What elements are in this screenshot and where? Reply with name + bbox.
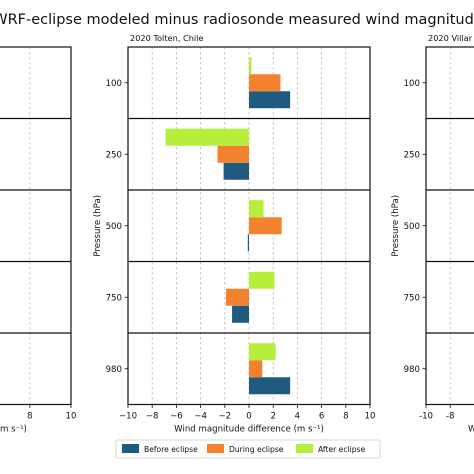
x-tick-label: 8 [27, 412, 32, 422]
x-tick-label: 8 [343, 412, 348, 422]
y-tick-label: 500 [106, 222, 122, 232]
y-tick-label: 980 [106, 365, 122, 375]
panel-title: 2020 Tolten, Chile [130, 33, 203, 43]
x-tick-label: 10 [66, 412, 77, 422]
x-tick-label: −2 [218, 412, 231, 422]
panel-center: 2020 Tolten, Chile −10 −8 −6 −4 −2 0 2 4 6 8 10 Wind… [93, 33, 375, 435]
bar-before-eclipse-500 [247, 234, 249, 252]
x-tick-label: −4 [194, 412, 207, 422]
bar-during-eclipse-980 [249, 360, 263, 378]
legend-label-after-eclipse: After eclipse [318, 445, 365, 454]
x-axis-label: Wind magnitude difference (m s⁻¹) [174, 425, 324, 435]
bar-during-eclipse-250 [217, 145, 249, 163]
legend-swatch-after-eclipse [296, 444, 313, 453]
y-tick-label: 100 [404, 79, 420, 89]
bar-during-eclipse-500 [249, 217, 282, 235]
legend-label-during-eclipse: During eclipse [229, 445, 284, 454]
bar-after-eclipse-500 [249, 200, 264, 218]
x-axis-label-fragment: m s⁻¹) [0, 425, 27, 435]
bar-during-eclipse-100 [249, 74, 281, 92]
bar-after-eclipse-750 [249, 271, 275, 289]
y-tick-label: 250 [404, 150, 420, 160]
panels: 4 6 8 10 m s⁻¹) 2020 Tolten, Chile −10 −8 −6 −4 −2… [0, 33, 474, 435]
bar-before-eclipse-750 [232, 305, 249, 323]
y-tick-label: 750 [404, 293, 420, 303]
x-tick-label: 2 [270, 412, 275, 422]
legend-swatch-during-eclipse [207, 444, 224, 453]
figure-title: WRF-eclipse modeled minus radiosonde mea… [0, 12, 474, 28]
y-tick-label: 250 [106, 150, 122, 160]
y-axis-label: Pressure (hPa) [391, 195, 401, 257]
y-axis-label: Pressure (hPa) [93, 195, 103, 257]
legend-swatch-before-eclipse [122, 444, 139, 453]
y-tick-label: 750 [106, 293, 122, 303]
legend-label-before-eclipse: Before eclipse [144, 445, 198, 454]
panel-frame [0, 46, 72, 406]
x-tick-label: -10 [419, 412, 433, 422]
x-tick-label: 10 [365, 412, 376, 422]
y-tick-label: 980 [404, 365, 420, 375]
panel-title: 2020 Villar [428, 33, 473, 43]
bar-during-eclipse-750 [226, 288, 249, 306]
bar-before-eclipse-100 [249, 91, 291, 109]
x-tick-label: −10 [119, 412, 137, 422]
x-tick-label: 0 [246, 412, 251, 422]
panel-left: 46810m s⁻¹) [0, 46, 77, 435]
x-tick-label: -8 [446, 412, 455, 422]
bar-after-eclipse-100 [249, 57, 252, 75]
x-tick-label: −8 [146, 412, 159, 422]
x-tick-label: −6 [170, 412, 183, 422]
bar-after-eclipse-980 [249, 343, 276, 361]
panel-frame [425, 46, 474, 406]
x-axis-label-fragment: W [468, 425, 474, 435]
bar-after-eclipse-250 [165, 128, 249, 146]
bar-before-eclipse-980 [249, 377, 291, 395]
legend-box [115, 439, 381, 459]
y-tick-label: 100 [106, 79, 122, 89]
x-tick-label: 6 [319, 412, 324, 422]
bar-before-eclipse-250 [223, 162, 249, 180]
y-tick-label: 500 [404, 222, 420, 232]
legend: Before eclipse During eclipse After eclips… [115, 439, 381, 459]
x-tick-label: 4 [295, 412, 300, 422]
panel-right: 2020 Villar -10 -8 W 100 250 500 750 980 Pressure… [391, 33, 474, 435]
